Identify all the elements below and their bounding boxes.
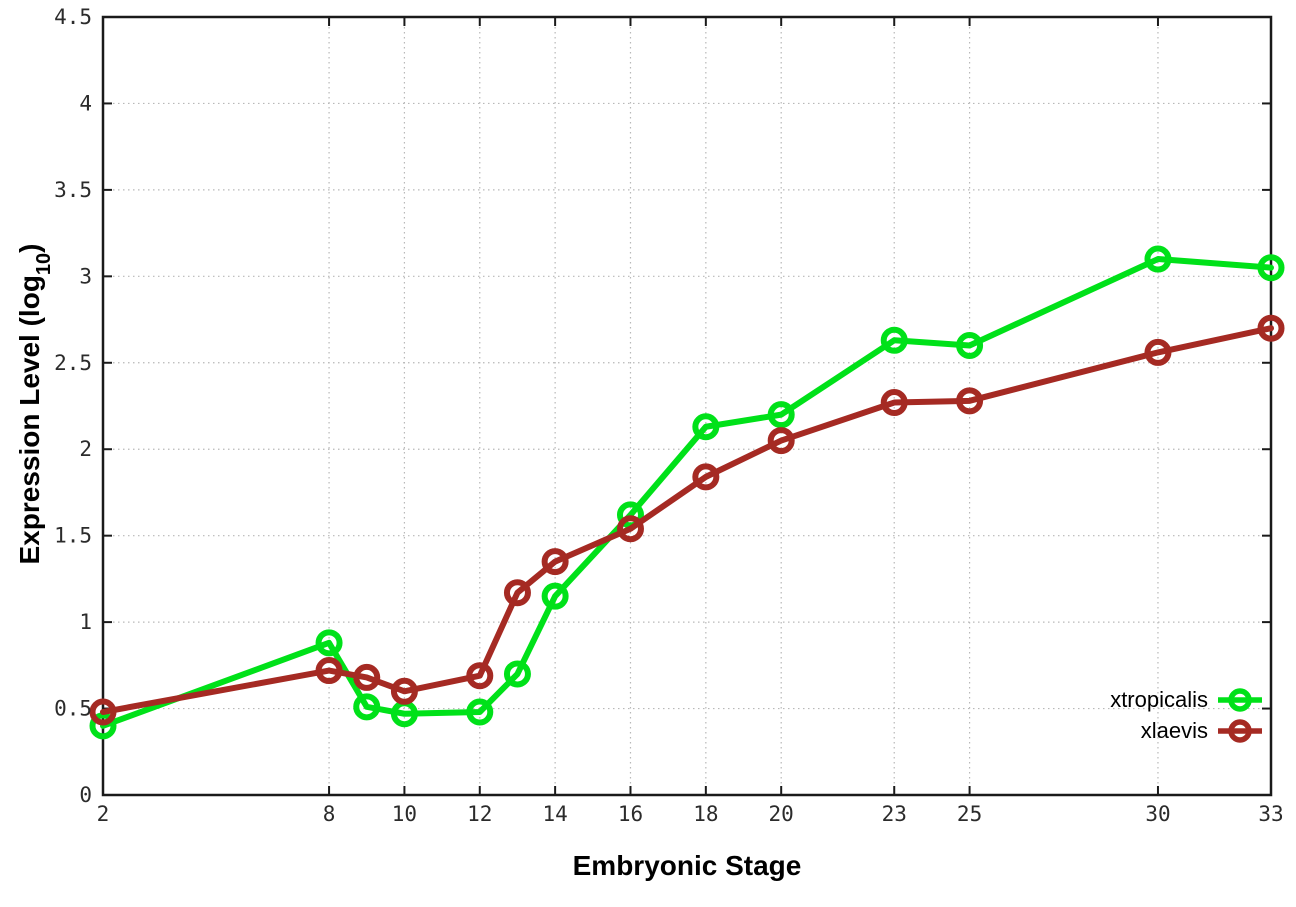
marker-xlaevis	[1257, 314, 1285, 342]
x-tick-label: 33	[1258, 802, 1283, 826]
y-tick-label: 0.5	[54, 697, 92, 721]
y-tick-label: 1	[79, 610, 92, 634]
y-tick-label: 1.5	[54, 524, 92, 548]
legend-label-xlaevis: xlaevis	[1140, 718, 1208, 743]
marker-xlaevis	[390, 677, 418, 705]
x-tick-label: 2	[97, 802, 110, 826]
marker-xlaevis	[767, 427, 795, 455]
y-tick-label: 4	[79, 91, 92, 115]
y-tick-label: 3	[79, 264, 92, 288]
marker-xlaevis	[466, 662, 494, 690]
x-axis-title: Embryonic Stage	[572, 850, 802, 881]
marker-xlaevis	[692, 463, 720, 491]
marker-xtropicalis	[1257, 254, 1285, 282]
marker-xlaevis	[315, 657, 343, 685]
x-tick-label: 12	[467, 802, 492, 826]
x-tick-label: 30	[1145, 802, 1170, 826]
y-axis-title-close: )	[14, 243, 45, 253]
marker-xtropicalis	[541, 582, 569, 610]
x-tick-label: 18	[693, 802, 718, 826]
x-tick-label: 20	[769, 802, 794, 826]
legend-sample-shape	[1228, 688, 1252, 712]
x-tick-label: 16	[618, 802, 643, 826]
legend-item-xlaevis: xlaevis	[1141, 718, 1262, 744]
x-tick-label: 14	[542, 802, 567, 826]
marker-xtropicalis	[692, 413, 720, 441]
legend-marker-xlaevis-icon	[1218, 719, 1262, 743]
marker-xlaevis	[956, 387, 984, 415]
y-axis-title-text: Expression Level (log	[14, 275, 45, 565]
legend-label-xtropicalis: xtropicalis	[1110, 687, 1208, 712]
legend-item-xtropicalis: xtropicalis	[1110, 687, 1262, 713]
y-axis-title: Expression Level (log10)	[9, 154, 55, 654]
marker-xtropicalis	[315, 629, 343, 657]
y-tick-label: 0	[79, 783, 92, 807]
marker-xlaevis	[503, 579, 531, 607]
marker-xlaevis	[541, 548, 569, 576]
marker-xtropicalis	[767, 401, 795, 429]
marker-xtropicalis	[466, 698, 494, 726]
marker-xtropicalis	[1144, 245, 1172, 273]
marker-xtropicalis	[503, 660, 531, 688]
x-tick-label: 10	[392, 802, 417, 826]
marker-xtropicalis	[353, 693, 381, 721]
x-tick-label: 25	[957, 802, 982, 826]
x-tick-label: 8	[323, 802, 336, 826]
marker-xlaevis	[880, 389, 908, 417]
y-tick-label: 2.5	[54, 351, 92, 375]
series-line-xlaevis	[100, 325, 1274, 716]
marker-xlaevis	[353, 663, 381, 691]
x-tick-label: 23	[882, 802, 907, 826]
marker-xtropicalis	[956, 331, 984, 359]
y-tick-label: 2	[79, 437, 92, 461]
y-axis-title-subscript: 10	[32, 252, 55, 276]
marker-xlaevis	[616, 515, 644, 543]
legend-marker-xtropicalis-icon	[1218, 688, 1262, 712]
marker-xtropicalis	[880, 326, 908, 354]
marker-xlaevis	[1144, 338, 1172, 366]
marker-xtropicalis	[89, 712, 117, 740]
legend: xtropicalis xlaevis	[1110, 687, 1262, 744]
plot-border	[101, 15, 1273, 797]
y-tick-label: 4.5	[54, 5, 92, 29]
y-tick-label: 3.5	[54, 178, 92, 202]
legend-sample-shape	[1228, 719, 1252, 743]
marker-xlaevis	[89, 698, 117, 726]
